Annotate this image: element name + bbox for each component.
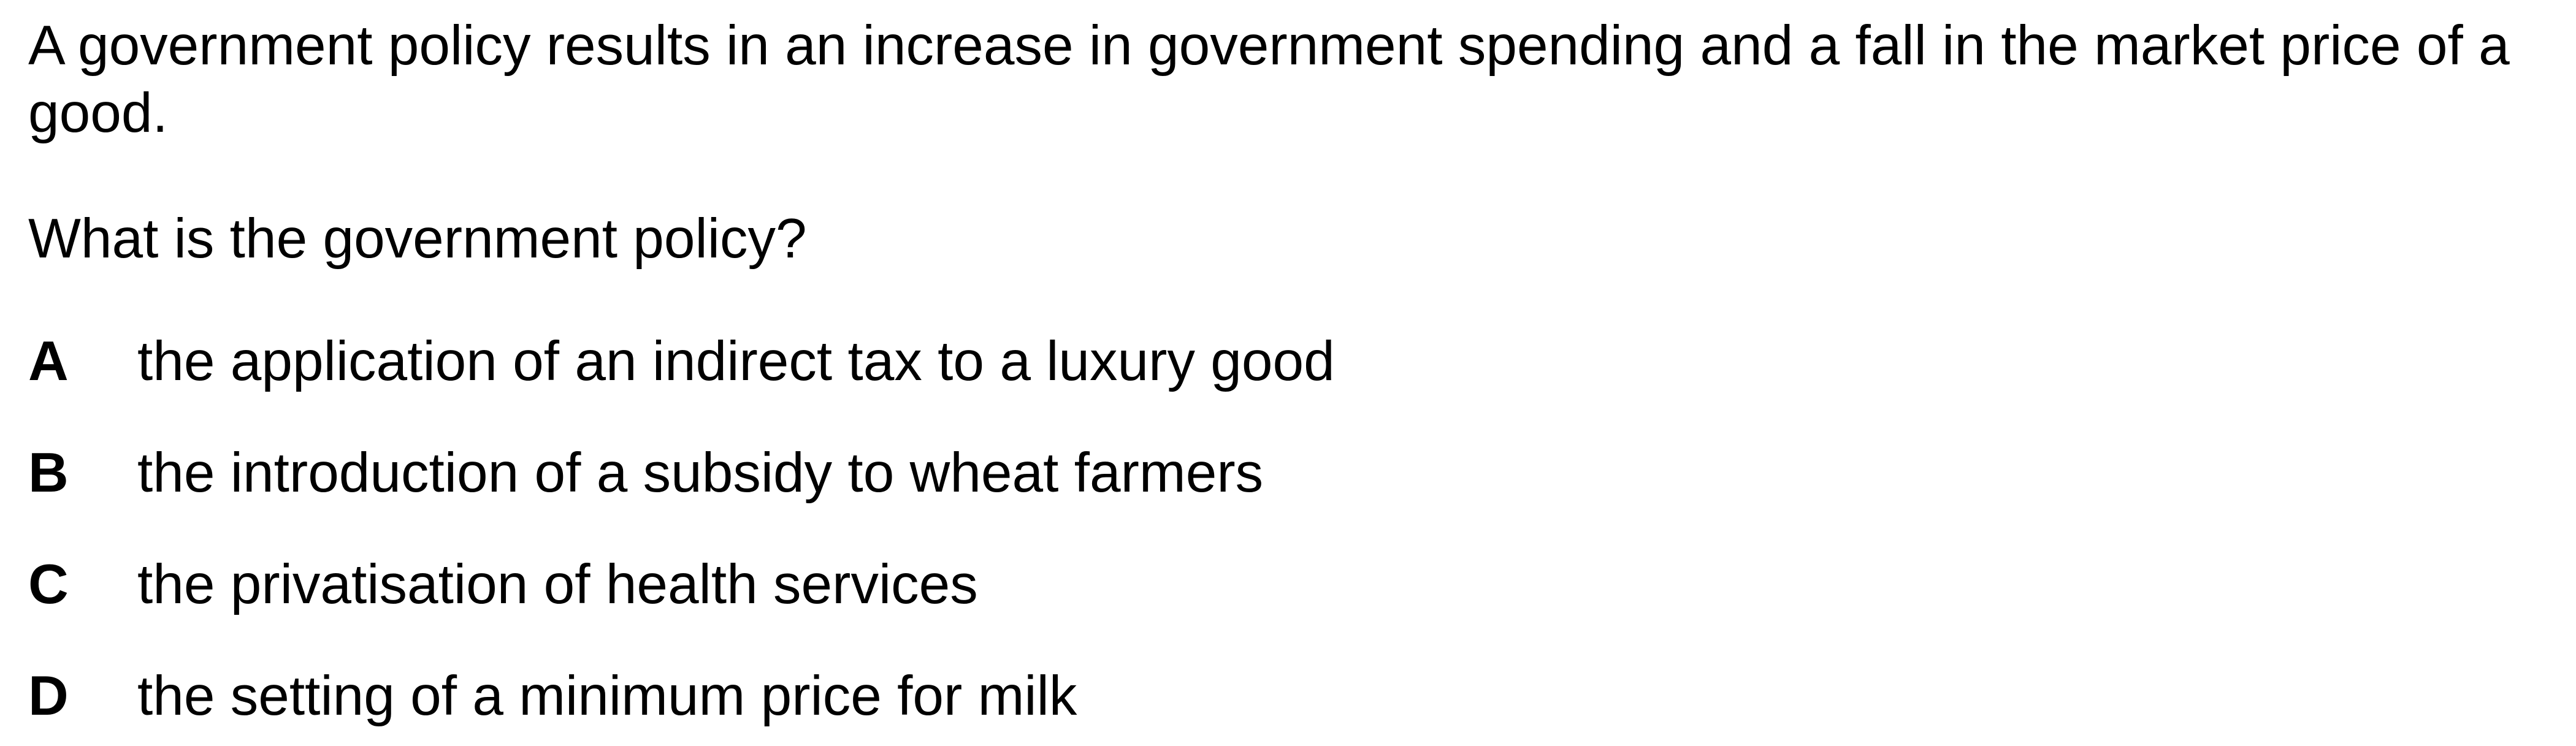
option-letter: B bbox=[28, 442, 69, 504]
option-text: the introduction of a subsidy to wheat f… bbox=[137, 442, 1264, 504]
option-b[interactable]: B the introduction of a subsidy to wheat… bbox=[28, 440, 2542, 507]
option-d[interactable]: D the setting of a minimum price for mil… bbox=[28, 663, 2542, 730]
question-stem: A government policy results in an increa… bbox=[28, 15, 2510, 144]
option-letter: A bbox=[28, 330, 69, 392]
question-prompt: What is the government policy? bbox=[28, 208, 807, 270]
option-text: the application of an indirect tax to a … bbox=[137, 330, 1335, 392]
option-a[interactable]: A the application of an indirect tax to … bbox=[28, 328, 2542, 395]
option-letter: C bbox=[28, 554, 69, 615]
option-text: the setting of a minimum price for milk bbox=[137, 665, 1077, 727]
option-letter: D bbox=[28, 665, 69, 727]
option-text: the privatisation of health services bbox=[137, 554, 978, 615]
option-c[interactable]: C the privatisation of health services bbox=[28, 551, 2542, 618]
